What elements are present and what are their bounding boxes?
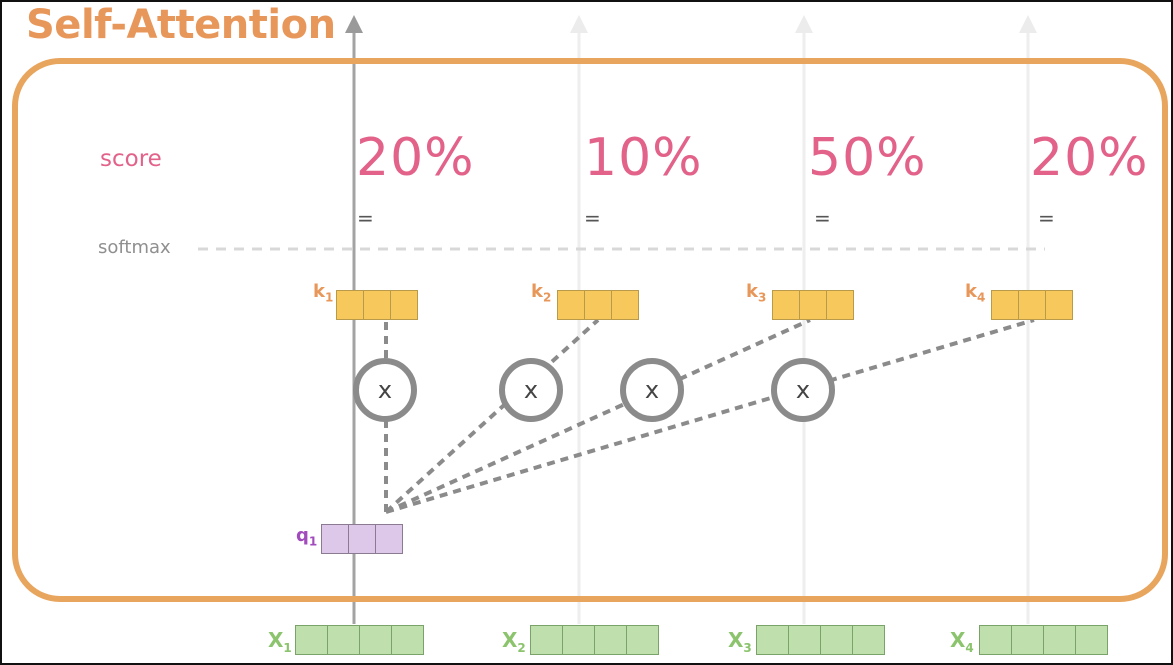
input-label-4: X4 — [950, 628, 974, 655]
multiply-node-1: x — [353, 358, 417, 422]
connector-q1-k3 — [385, 318, 811, 514]
score-1: 20% — [356, 128, 475, 188]
key-label-4: k4 — [965, 281, 986, 305]
key-vector-2 — [557, 290, 639, 320]
input-label-2: X2 — [502, 628, 526, 655]
key-label-2: k2 — [531, 281, 552, 305]
multiply-node-3: x — [620, 358, 684, 422]
query-vector — [321, 524, 403, 554]
multiply-node-2: x — [499, 358, 563, 422]
equals-3: = — [814, 206, 831, 230]
key-label-1: k1 — [313, 281, 334, 305]
score-3: 50% — [808, 128, 927, 188]
input-vector-3 — [756, 625, 885, 655]
key-vector-4 — [991, 290, 1073, 320]
input-label-1: X1 — [268, 628, 292, 655]
softmax-row-label: softmax — [98, 237, 171, 258]
input-label-3: X3 — [728, 628, 752, 655]
query-label: q1 — [296, 525, 318, 549]
score-4: 20% — [1030, 128, 1149, 188]
input-vector-1 — [295, 625, 424, 655]
equals-1: = — [357, 206, 374, 230]
equals-2: = — [584, 206, 601, 230]
connector-q1-k4 — [385, 318, 1035, 514]
self-attention-panel — [12, 58, 1168, 602]
key-label-3: k3 — [746, 281, 767, 305]
score-row-label: score — [100, 146, 162, 172]
score-2: 10% — [584, 128, 703, 188]
input-vector-4 — [979, 625, 1108, 655]
equals-4: = — [1038, 206, 1055, 230]
input-vector-2 — [530, 625, 659, 655]
diagram-title: Self-Attention — [26, 2, 336, 48]
key-vector-3 — [772, 290, 854, 320]
connector-q1-k2 — [384, 318, 600, 514]
key-vector-1 — [336, 290, 418, 320]
multiply-node-4: x — [771, 358, 835, 422]
